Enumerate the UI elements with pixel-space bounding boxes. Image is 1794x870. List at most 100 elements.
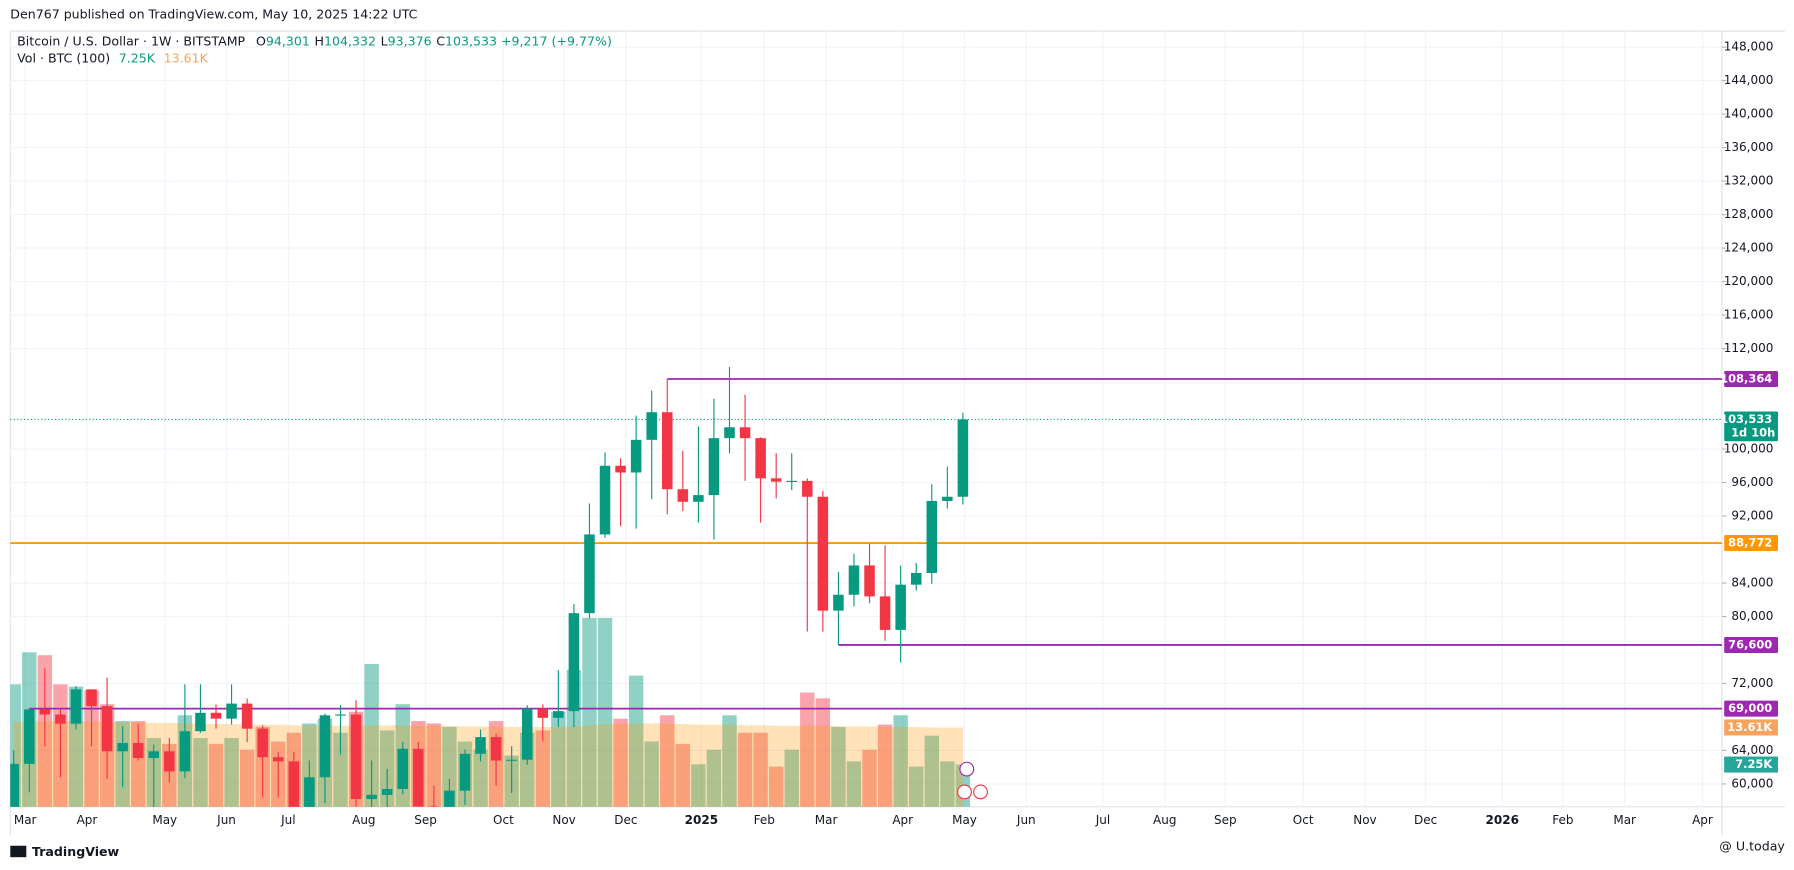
legend-ohlc-key: L [381,33,388,48]
candle-body [210,712,222,719]
x-tick-label: Aug [1153,813,1176,827]
candle-body [506,759,517,761]
volume-bar [582,617,597,807]
candle-body [39,709,51,715]
candle-body [444,790,455,807]
x-tick-label: 2025 [685,813,718,827]
candle-body [630,439,642,473]
volume-bar [831,726,846,807]
candle-body [475,737,486,754]
x-tick-label: Mar [14,813,37,827]
y-tick-label: 72,000 [1731,676,1773,690]
legend-symbol: Bitcoin / U.S. Dollar · 1W · BITSTAMP [17,33,245,48]
candle-body [86,689,97,707]
event-icon [973,784,988,800]
candle-body [397,748,408,789]
candle-body [132,742,144,759]
volume-bar [800,692,815,807]
candle-body [521,708,533,760]
x-tick-label: Jul [1095,813,1110,827]
x-tick-label: Dec [1414,813,1437,827]
candle-body [848,565,860,595]
candle-body [584,534,595,614]
candle-body [195,712,206,732]
volume-ma-label: 13.61K [1727,720,1773,734]
x-tick-label: Oct [1293,813,1314,827]
legend-ohlc-key: H [315,33,324,48]
x-tick-label: 2026 [1486,813,1519,827]
x-tick-label: Sep [1214,813,1237,827]
volume-bar [535,730,550,807]
candle-body [879,596,891,630]
volume-bar [862,749,877,807]
volume-bar [84,690,99,807]
legend-change: +9,217 (+9.77%) [501,33,612,48]
candle-body [241,703,253,729]
candle-body [677,489,689,502]
candle-body [693,495,704,502]
candle-body [599,465,611,535]
current-price-label: 103,533 [1720,412,1772,426]
y-tick-label: 144,000 [1724,73,1774,87]
y-tick-label: 100,000 [1724,442,1774,456]
volume-bar [722,715,737,807]
candle-body [304,777,315,807]
volume-bar [131,721,146,807]
volume-bar [737,732,753,807]
level-label: 108,364 [1720,372,1772,386]
axes: 60,000 64,000 72,000 80,000 84,000 92,000 96,0… [14,40,1778,827]
legend-ohlc: O94,301 H104,332 L93,376 C103,533 [256,33,497,48]
candle-body [366,794,377,800]
volume-bar [768,766,784,807]
candle-body [739,427,751,439]
y-tick-label: 132,000 [1724,174,1774,188]
candle-body [755,438,766,479]
x-tick-label: Mar [815,813,838,827]
candle-body [708,438,720,496]
candle-body [864,565,875,597]
x-tick-label: Apr [77,813,98,827]
candle-body [817,496,829,611]
volume-bar [426,723,442,807]
candle-body [553,711,564,718]
candle-body [24,709,35,764]
candle-body [101,706,113,752]
event-icon [957,784,972,800]
legend-main: Bitcoin / U.S. Dollar · 1W · BITSTAMP O9… [17,33,612,48]
volume-bar [239,749,255,807]
y-tick-label: 128,000 [1724,207,1774,221]
volume-bar [924,735,939,807]
candle-body [350,714,362,800]
candle-body [428,806,440,807]
x-tick-label: Jul [280,813,295,827]
y-tick-label: 96,000 [1731,475,1773,489]
legend-volume: Vol · BTC (100) 7.25K 13.61K [17,50,208,65]
volume-bar [675,743,691,807]
candle-body [786,480,798,483]
level-label-box [1724,535,1778,552]
legend-ohlc-key: C [436,33,445,48]
candle-body [926,500,938,573]
volume-bar [691,764,706,807]
level-label-box [1724,636,1778,653]
y-tick-label: 140,000 [1724,107,1774,121]
candle-body [942,496,953,501]
volume-bar [10,684,21,807]
volume-bar [877,724,893,807]
event-icon [959,761,975,777]
x-tick-label: Dec [614,813,637,827]
volume-bar [784,749,799,807]
candle-body [615,465,626,473]
legend-ohlc-value: 93,376 [388,33,432,48]
volume-box [1724,756,1778,773]
x-tick-label: Jun [1016,813,1036,827]
candle-body [537,708,549,718]
candle-body [770,478,782,482]
candle-body [957,419,969,497]
volume-bar [644,741,659,807]
current-price-box [1724,411,1778,442]
x-tick-label: Feb [754,813,775,827]
volume-bar [208,743,224,807]
